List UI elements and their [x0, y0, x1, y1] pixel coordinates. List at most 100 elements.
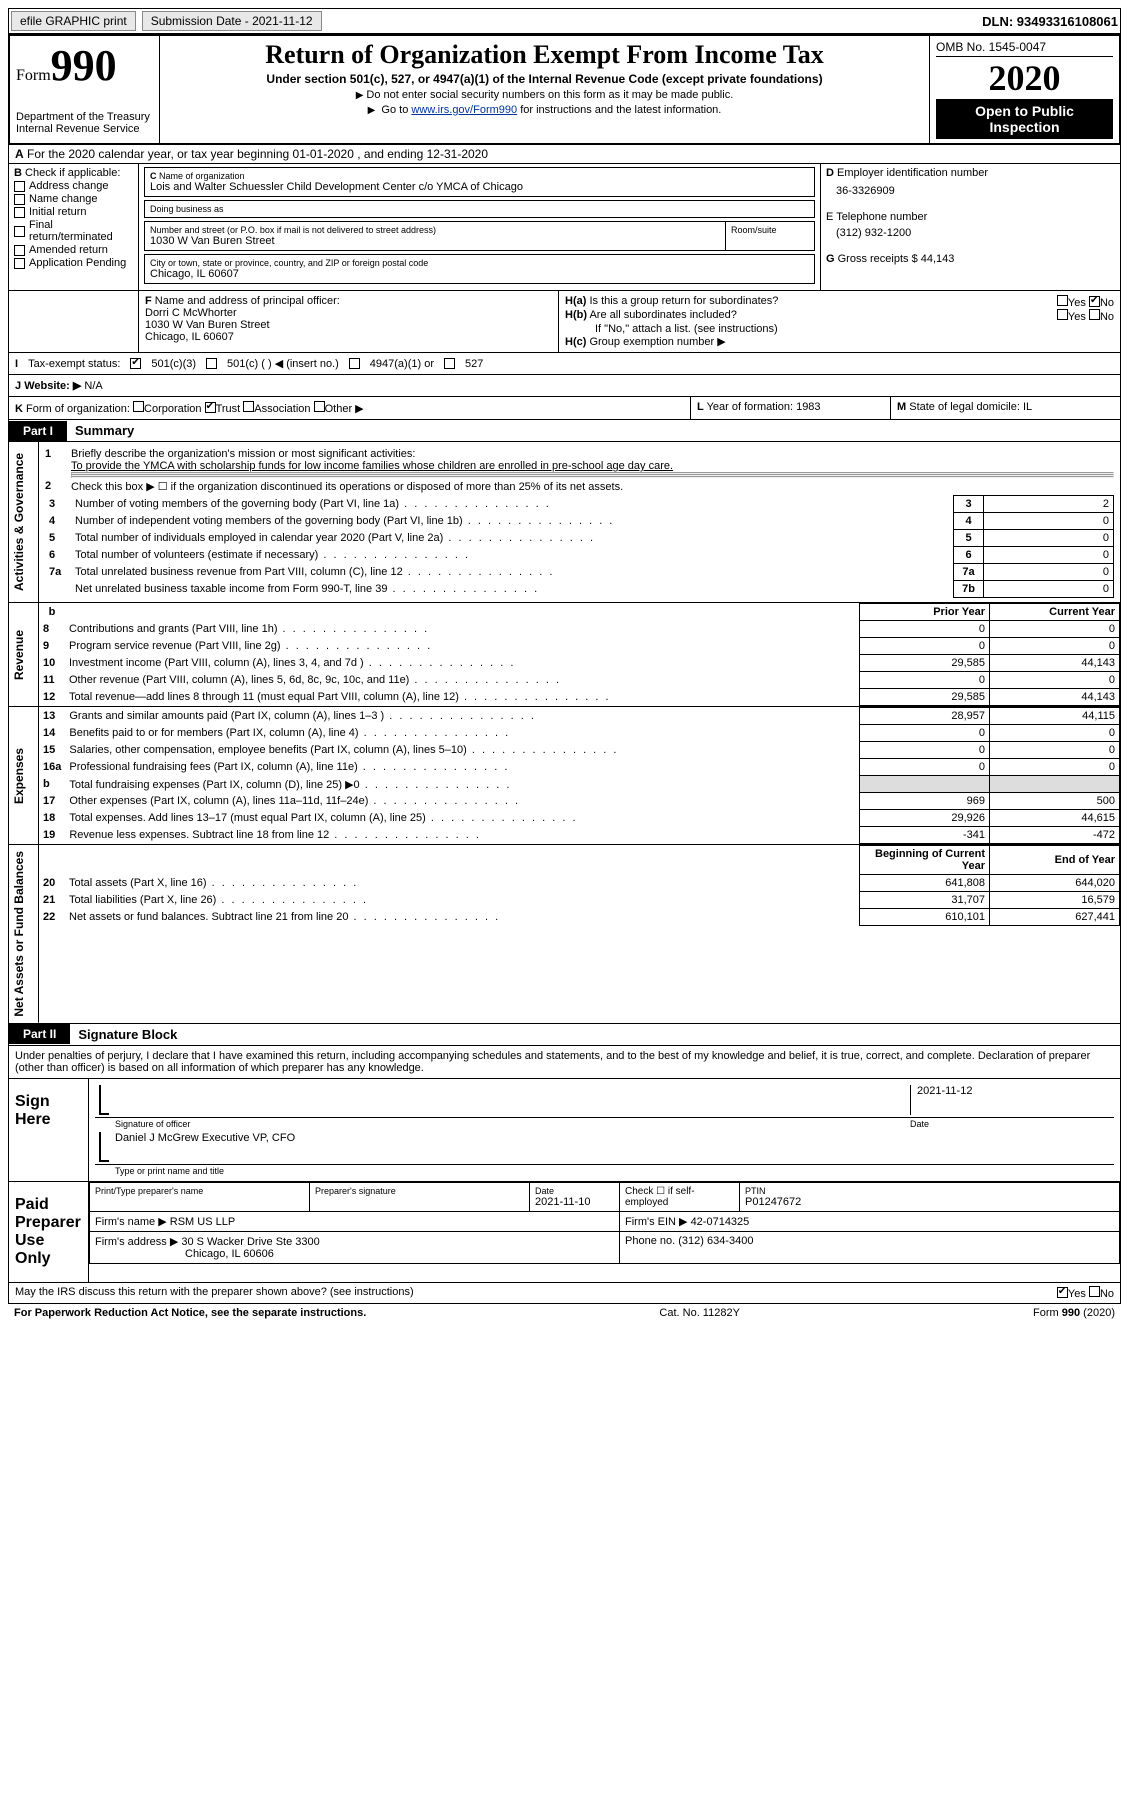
empty-left	[9, 291, 139, 352]
dba-box: Doing business as	[144, 200, 815, 218]
form990-link[interactable]: www.irs.gov/Form990	[411, 104, 517, 116]
sig-officer-line	[115, 1085, 910, 1115]
form-subtitle: Under section 501(c), 527, or 4947(a)(1)…	[166, 72, 923, 86]
expenses-block: Expenses 13Grants and similar amounts pa…	[8, 707, 1121, 845]
org-city: Chicago, IL 60607	[150, 268, 809, 280]
note2-post: for instructions and the latest informat…	[517, 104, 721, 116]
checkbox-icon[interactable]	[14, 258, 25, 269]
page: efile GRAPHIC print Submission Date - 20…	[0, 0, 1129, 1330]
expenses-table: 13Grants and similar amounts paid (Part …	[39, 707, 1120, 844]
checkbox-icon[interactable]	[243, 401, 254, 412]
section-bcd: B Check if applicable: Address change Na…	[8, 164, 1121, 291]
officer-name: Dorri C McWhorter	[145, 307, 237, 319]
table-row: 16aProfessional fundraising fees (Part I…	[39, 759, 1120, 776]
expenses-vlabel: Expenses	[9, 707, 39, 844]
part2-title: Signature Block	[70, 1024, 185, 1045]
checkbox-icon[interactable]	[133, 401, 144, 412]
submission-date-button[interactable]: Submission Date - 2021-11-12	[142, 11, 322, 31]
efile-button[interactable]: efile GRAPHIC print	[11, 11, 136, 31]
checkbox-icon[interactable]	[14, 245, 25, 256]
firm-addr1: 30 S Wacker Drive Ste 3300	[181, 1236, 319, 1248]
netassets-content: Beginning of Current YearEnd of Year 20T…	[39, 845, 1120, 1023]
chk-final-return: Final return/terminated	[14, 219, 133, 243]
part1-title: Summary	[67, 420, 142, 441]
revenue-table: bPrior YearCurrent Year 8Contributions a…	[39, 603, 1120, 706]
expenses-content: 13Grants and similar amounts paid (Part …	[39, 707, 1120, 844]
sign-here-label: Sign Here	[9, 1079, 89, 1181]
website-value: N/A	[84, 380, 102, 392]
public-inspection: Open to Public Inspection	[936, 99, 1113, 139]
checkbox-icon[interactable]	[1089, 309, 1100, 320]
table-row: 19Revenue less expenses. Subtract line 1…	[39, 827, 1120, 844]
governance-table: 3Number of voting members of the governi…	[45, 495, 1114, 598]
checkbox-checked-icon[interactable]	[130, 358, 141, 369]
h-note: If "No," attach a list. (see instruction…	[595, 323, 1114, 335]
header-right: OMB No. 1545-0047 2020 Open to Public In…	[929, 36, 1119, 143]
room-box: Room/suite	[725, 221, 815, 251]
state-domicile: M State of legal domicile: IL	[890, 397, 1120, 419]
irs-label: Internal Revenue Service	[16, 123, 153, 135]
phone-value: (312) 932-1200	[836, 227, 1115, 239]
form-num: 990	[51, 41, 117, 90]
checkbox-icon[interactable]	[14, 226, 25, 237]
ein-value: 36-3326909	[836, 185, 1115, 197]
section-a-text: For the 2020 calendar year, or tax year …	[27, 147, 488, 161]
checkbox-checked-icon[interactable]	[1089, 296, 1100, 307]
checkbox-icon[interactable]	[314, 401, 325, 412]
checkbox-icon[interactable]	[1057, 309, 1068, 320]
table-row: 3Number of voting members of the governi…	[45, 496, 1114, 513]
table-row: 20Total assets (Part X, line 16)641,8086…	[39, 875, 1120, 892]
table-row: 17Other expenses (Part IX, column (A), l…	[39, 793, 1120, 810]
header-mid: Return of Organization Exempt From Incom…	[160, 36, 929, 143]
sign-arrow-icon	[99, 1132, 109, 1162]
checkbox-icon[interactable]	[14, 207, 25, 218]
form-word: Form	[16, 67, 51, 84]
table-row: 9Program service revenue (Part VIII, lin…	[39, 638, 1120, 655]
website-row: J Website: ▶ N/A	[8, 375, 1121, 397]
topbar: efile GRAPHIC print Submission Date - 20…	[8, 8, 1121, 34]
checkbox-icon[interactable]	[206, 358, 217, 369]
officer-printed-name: Daniel J McGrew Executive VP, CFO	[115, 1132, 295, 1162]
sign-arrow-icon	[99, 1085, 109, 1115]
chk-pending: Application Pending	[14, 257, 133, 269]
checkbox-checked-icon[interactable]	[1057, 1287, 1068, 1298]
table-row: 15Salaries, other compensation, employee…	[39, 742, 1120, 759]
table-row: 6Total number of volunteers (estimate if…	[45, 547, 1114, 564]
checkbox-icon[interactable]	[1089, 1286, 1100, 1297]
firm-phone: (312) 634-3400	[678, 1235, 753, 1247]
chk-initial-return: Initial return	[14, 206, 133, 218]
form-title: Return of Organization Exempt From Incom…	[166, 40, 923, 70]
year-formation: L Year of formation: 1983	[690, 397, 890, 419]
omb-number: OMB No. 1545-0047	[936, 40, 1113, 57]
revenue-vlabel: Revenue	[9, 603, 39, 706]
form-header: Form990 Department of the Treasury Inter…	[8, 34, 1121, 145]
checkbox-checked-icon[interactable]	[205, 402, 216, 413]
paid-preparer-label: Paid Preparer Use Only	[9, 1182, 89, 1282]
sign-here-block: Sign Here 2021-11-12 Signature of office…	[8, 1079, 1121, 1182]
paid-preparer-body: Print/Type preparer's name Preparer's si…	[89, 1182, 1120, 1282]
checkbox-icon[interactable]	[14, 194, 25, 205]
addr-box: Number and street (or P.O. box if mail i…	[144, 221, 726, 251]
checkbox-icon[interactable]	[444, 358, 455, 369]
checkbox-icon[interactable]	[1057, 295, 1068, 306]
note2-pre: Go to	[381, 104, 411, 116]
checkbox-icon[interactable]	[14, 181, 25, 192]
discuss-row: May the IRS discuss this return with the…	[8, 1283, 1121, 1304]
officer-addr1: 1030 W Van Buren Street	[145, 319, 270, 331]
checkbox-icon[interactable]	[349, 358, 360, 369]
governance-content: 1Briefly describe the organization's mis…	[39, 442, 1120, 602]
preparer-table: Print/Type preparer's name Preparer's si…	[89, 1182, 1120, 1264]
org-address: 1030 W Van Buren Street	[150, 235, 720, 247]
revenue-block: Revenue bPrior YearCurrent Year 8Contrib…	[8, 603, 1121, 707]
chk-name-change: Name change	[14, 193, 133, 205]
firm-ein: 42-0714325	[691, 1216, 750, 1228]
table-row: 4Number of independent voting members of…	[45, 513, 1114, 530]
table-row: 21Total liabilities (Part X, line 26)31,…	[39, 892, 1120, 909]
table-row: 7aTotal unrelated business revenue from …	[45, 564, 1114, 581]
tax-year: 2020	[936, 57, 1113, 99]
table-row: 11Other revenue (Part VIII, column (A), …	[39, 672, 1120, 689]
firm-name: RSM US LLP	[170, 1216, 235, 1228]
netassets-table: Beginning of Current YearEnd of Year 20T…	[39, 845, 1120, 926]
section-f: F Name and address of principal officer:…	[139, 291, 559, 352]
table-row: bTotal fundraising expenses (Part IX, co…	[39, 776, 1120, 793]
